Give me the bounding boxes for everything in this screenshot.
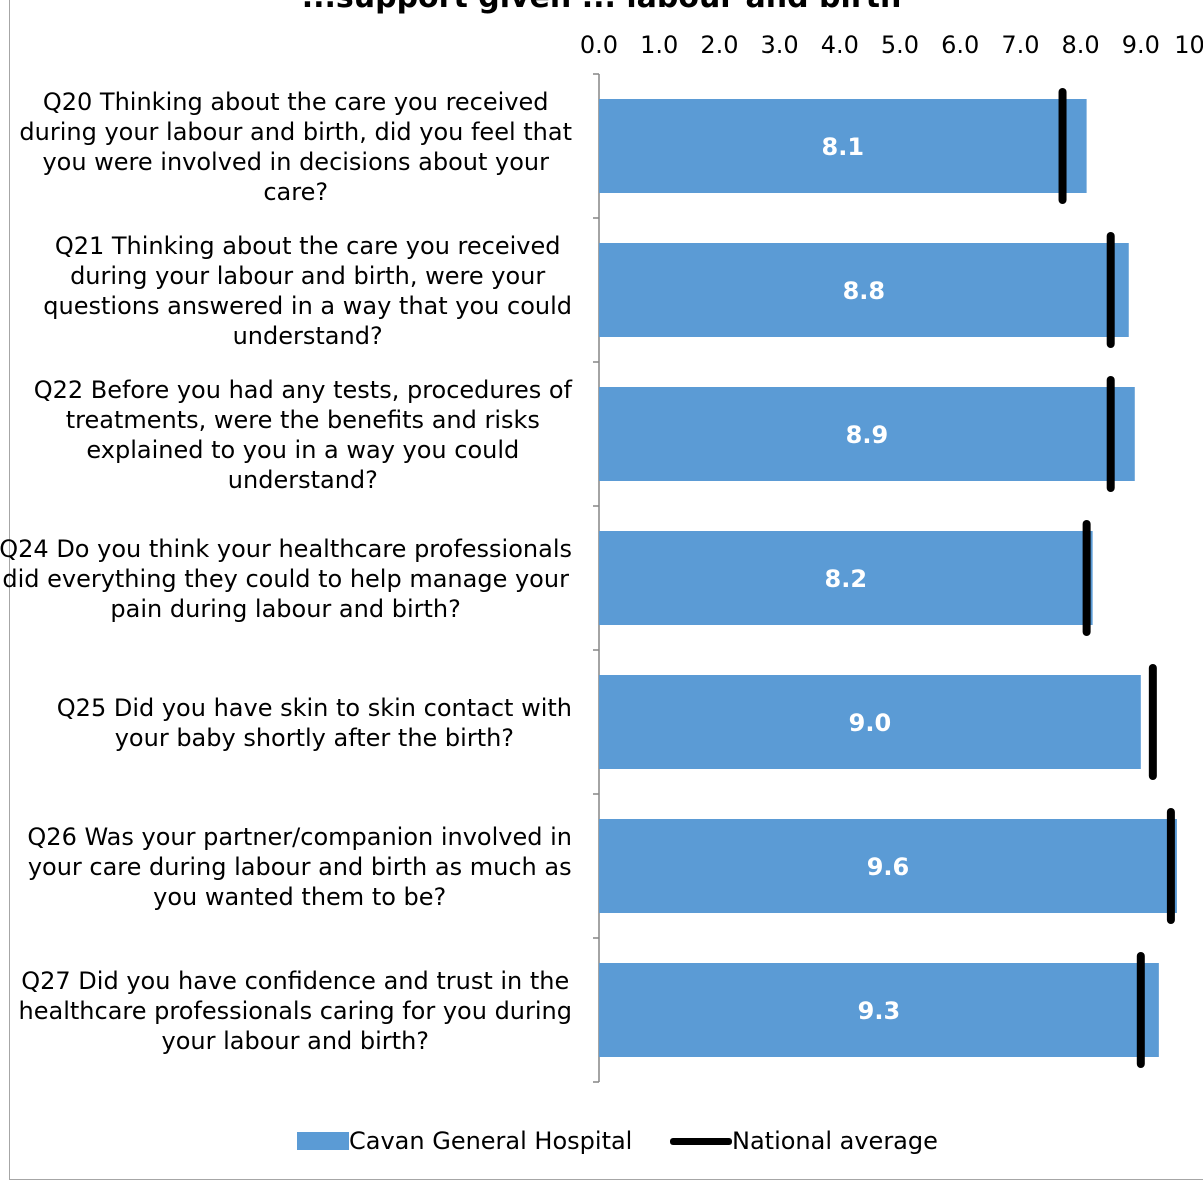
bar [599,99,1087,193]
x-tick-label: 7.0 [1001,31,1039,59]
legend-item-national: National average [670,1124,938,1158]
x-tick-label: 2.0 [700,31,738,59]
category-label: Q26 Was your partner/companion involved … [27,823,572,911]
chart-title: ...support given ... labour and birth [0,0,1203,15]
x-tick-label: 1.0 [640,31,678,59]
bar [599,675,1141,769]
category-label: Q20 Thinking about the care you received… [19,88,572,206]
x-axis-tick-labels: 0.0 1.0 2.0 3.0 4.0 5.0 6.0 7.0 8.0 9.0 10.0 [580,31,1203,59]
bars-series [599,99,1177,1057]
category-label: Q27 Did you have confidence and trust in… [19,967,572,1055]
bar-value-label: 8.8 [843,277,886,305]
legend: Cavan General Hospital National average [0,1124,1203,1158]
category-label: Q22 Before you had any tests, procedures… [34,376,573,494]
bar-value-labels: 8.1 8.8 8.9 8.2 9.0 9.6 9.3 [822,133,910,1025]
x-tick-label: 8.0 [1062,31,1100,59]
national-average-markers [1058,88,1175,1068]
y-axis-ticks [593,73,599,1083]
x-tick-label: 6.0 [941,31,979,59]
bar-value-label: 8.1 [822,133,865,161]
x-tick-label: 9.0 [1122,31,1160,59]
bar [599,243,1129,337]
bar-chart: 0.0 1.0 2.0 3.0 4.0 5.0 6.0 7.0 8.0 9.0 10.0 Q20 T… [0,31,1203,1083]
bar [599,819,1177,913]
x-tick-label: 5.0 [881,31,919,59]
bar [599,531,1093,625]
legend-swatch-bar [297,1132,349,1150]
bar-value-label: 8.2 [825,565,868,593]
legend-label-national: National average [732,1127,938,1155]
category-label: Q25 Did you have skin to skin contact wi… [57,694,572,752]
category-label: Q24 Do you think your healthcare profess… [0,535,572,623]
bar-value-label: 9.0 [849,709,892,737]
bar-value-label: 9.3 [858,997,901,1025]
category-labels: Q20 Thinking about the care you received… [0,88,573,1055]
bar [599,963,1159,1057]
legend-item-cavan: Cavan General Hospital [297,1124,632,1158]
bar-value-label: 9.6 [867,853,910,881]
x-tick-label: 4.0 [821,31,859,59]
x-tick-label: 3.0 [761,31,799,59]
legend-swatch-line [670,1137,732,1145]
x-tick-label: 0.0 [580,31,618,59]
bar-value-label: 8.9 [846,421,889,449]
bar [599,387,1135,481]
legend-label-cavan: Cavan General Hospital [349,1127,633,1155]
x-tick-label: 10.0 [1174,31,1203,59]
category-label: Q21 Thinking about the care you received… [43,232,572,350]
